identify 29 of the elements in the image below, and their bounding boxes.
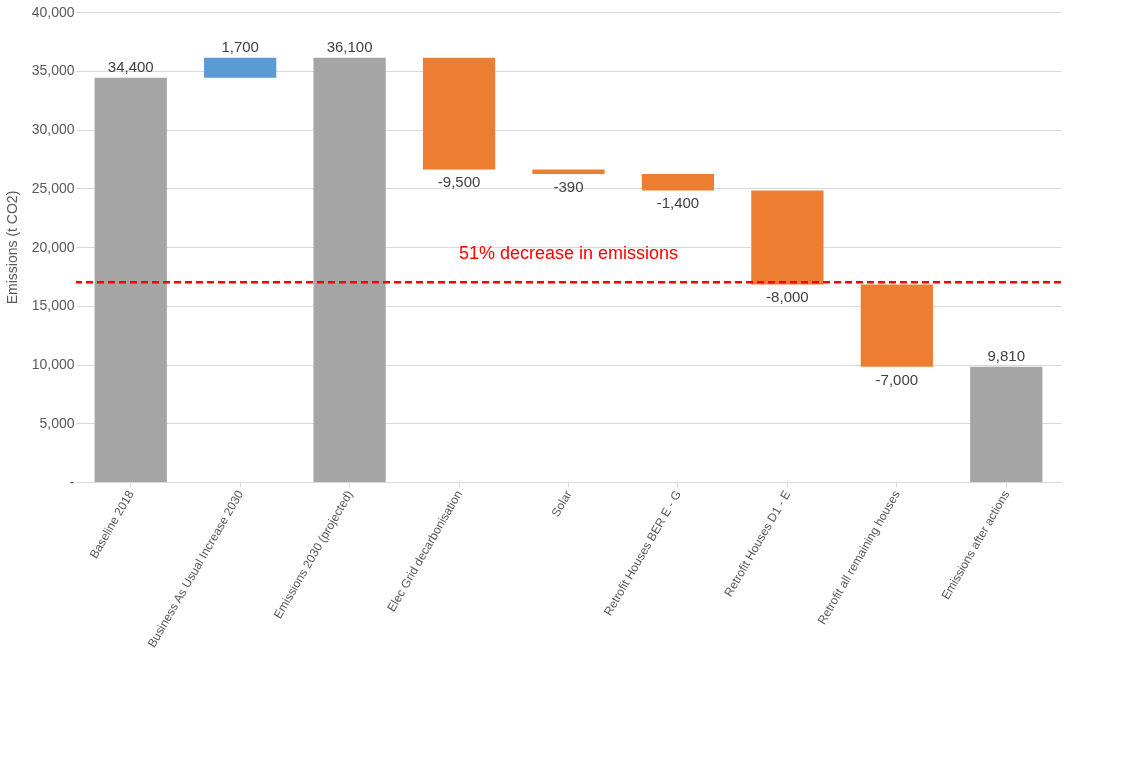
data-label: -9,500 <box>437 173 481 191</box>
data-label: -390 <box>553 178 584 196</box>
bar <box>751 190 824 285</box>
data-label: 1,700 <box>221 37 259 55</box>
bar <box>532 169 605 175</box>
y-tick-label: 35,000 <box>31 62 75 79</box>
y-tick-label: 30,000 <box>31 121 75 137</box>
bar <box>860 284 933 367</box>
data-label: -1,400 <box>656 194 700 212</box>
y-tick-label: 10,000 <box>31 356 75 372</box>
data-label: 9,810 <box>987 346 1026 364</box>
data-label: -8,000 <box>766 288 809 306</box>
bar <box>94 77 167 482</box>
y-tick-label: 15,000 <box>31 297 75 314</box>
bar <box>422 57 496 170</box>
bar <box>204 57 277 78</box>
data-label: -7,000 <box>875 370 919 388</box>
y-tick-label: 40,000 <box>31 3 75 20</box>
data-label: 34,400 <box>107 57 154 75</box>
bar <box>641 174 715 191</box>
y-tick-label: 5,000 <box>39 414 75 431</box>
ref-line-label: 51% decrease in emissions <box>458 243 679 264</box>
y-tick-label: 20,000 <box>31 238 75 255</box>
y-axis-title: Emissions (t CO2) <box>3 190 20 305</box>
bar <box>313 57 386 482</box>
data-label: 36,100 <box>326 37 373 55</box>
bar <box>970 366 1043 482</box>
y-tick-label: 25,000 <box>31 179 75 196</box>
y-tick-label: - <box>69 473 75 490</box>
